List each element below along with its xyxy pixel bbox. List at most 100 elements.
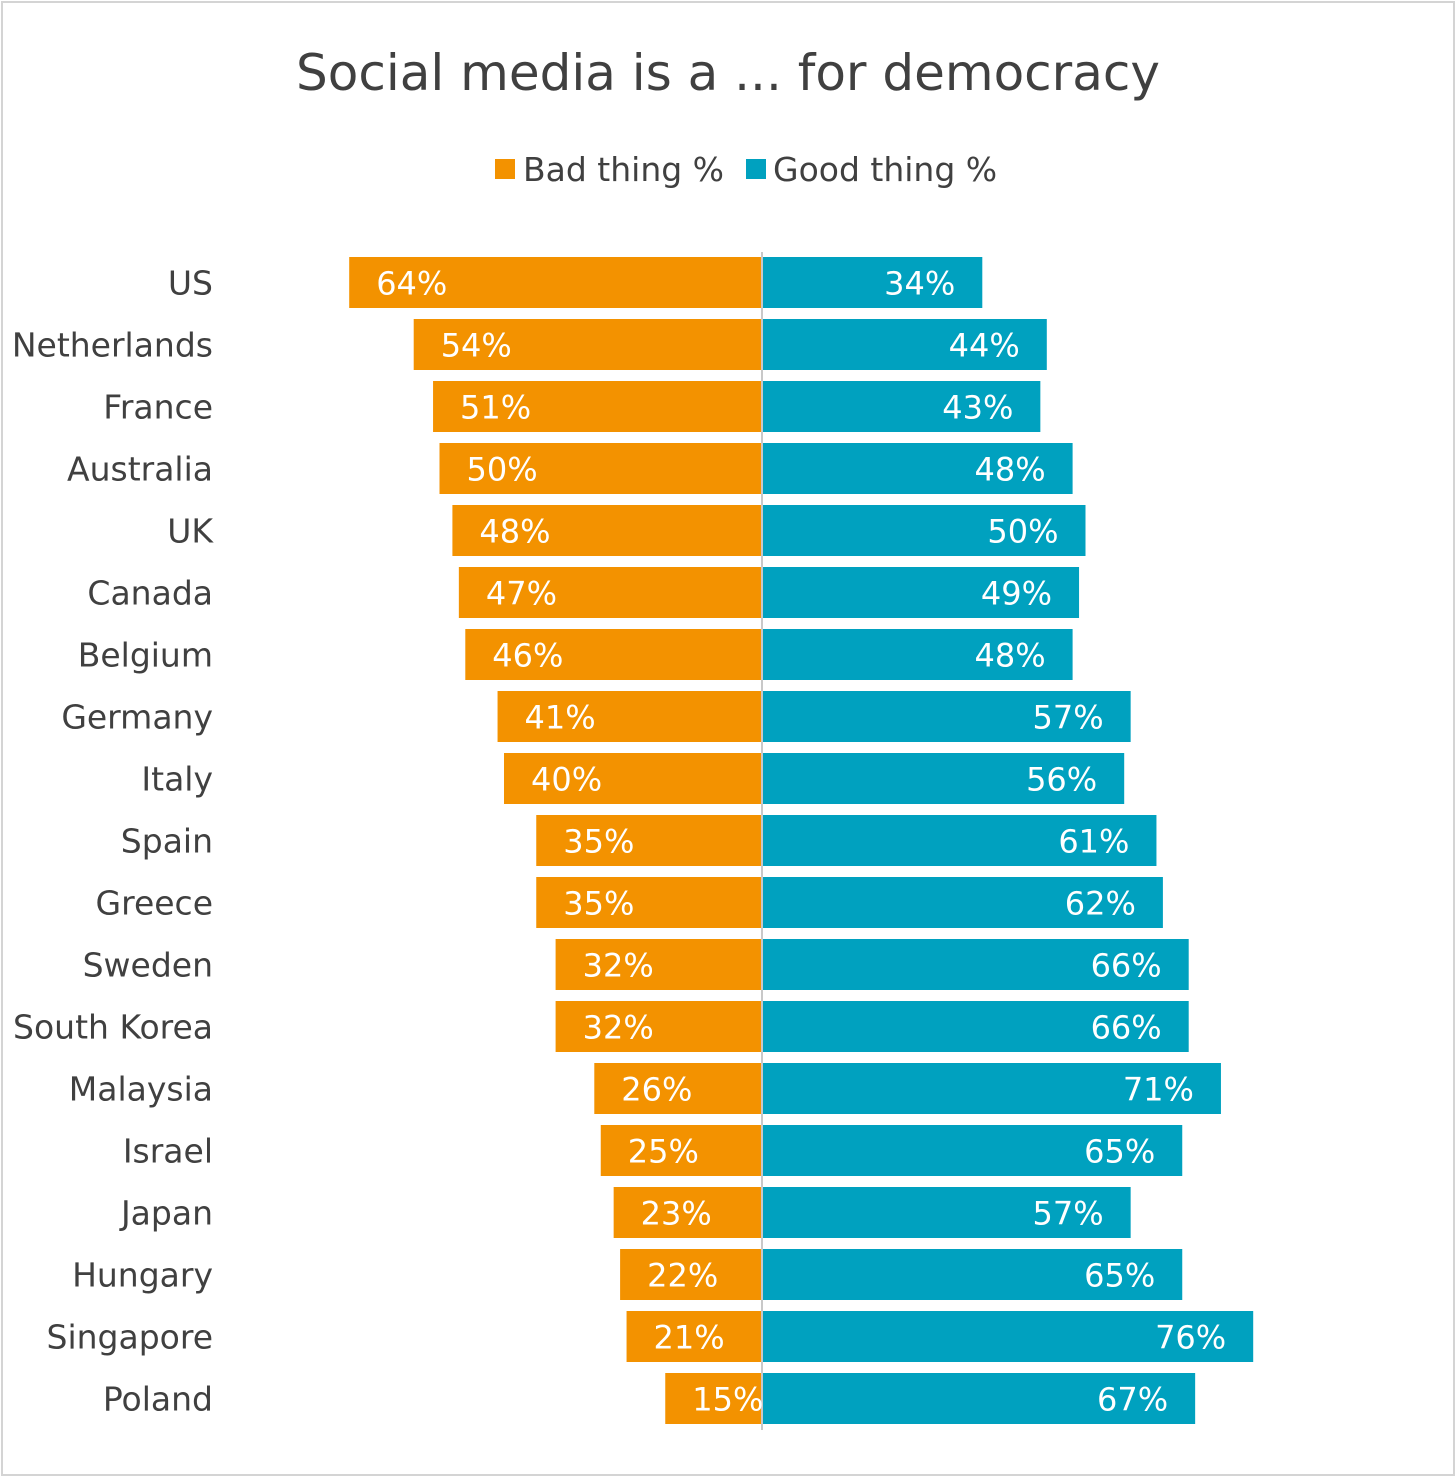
bar-good-poland — [763, 1373, 1196, 1424]
category-label-italy: Italy — [141, 760, 213, 799]
value-label-good-south-korea: 66% — [1091, 1009, 1162, 1047]
bar-good-greece — [763, 877, 1163, 928]
value-label-good-belgium: 48% — [974, 637, 1045, 675]
bar-bad-israel — [600, 1125, 762, 1176]
category-label-france: France — [103, 388, 213, 427]
bar-bad-italy — [504, 753, 762, 804]
value-label-good-canada: 49% — [981, 575, 1052, 613]
value-label-bad-japan: 23% — [641, 1195, 712, 1233]
bad-thing-bars — [349, 257, 762, 1424]
value-label-good-italy: 56% — [1026, 761, 1097, 799]
legend-swatch-good-thing — [746, 159, 766, 179]
category-label-australia: Australia — [67, 450, 213, 489]
value-label-bad-netherlands: 54% — [441, 327, 512, 365]
chart-title: Social media is a ... for democracy — [296, 44, 1160, 102]
bar-good-malaysia — [763, 1063, 1221, 1114]
bar-good-netherlands — [763, 319, 1047, 370]
category-label-greece: Greece — [96, 884, 213, 923]
bar-bad-spain — [536, 815, 762, 866]
category-label-poland: Poland — [103, 1380, 213, 1419]
value-label-bad-poland: 15% — [692, 1381, 763, 1419]
value-label-bad-israel: 25% — [628, 1133, 699, 1171]
bar-bad-hungary — [620, 1249, 762, 1300]
value-label-bad-us: 64% — [376, 265, 447, 303]
value-label-bad-france: 51% — [460, 389, 531, 427]
bar-bad-germany — [497, 691, 762, 742]
value-label-good-australia: 48% — [974, 451, 1045, 489]
value-label-bad-spain: 35% — [563, 823, 634, 861]
legend-label-good-thing: Good thing % — [773, 150, 997, 189]
value-label-good-netherlands: 44% — [949, 327, 1020, 365]
legend-label-bad-thing: Bad thing % — [523, 150, 724, 189]
bar-good-south-korea — [763, 1001, 1189, 1052]
bar-good-singapore — [763, 1311, 1254, 1362]
bar-good-belgium — [763, 629, 1073, 680]
bar-good-italy — [763, 753, 1125, 804]
bar-bad-belgium — [465, 629, 762, 680]
legend-swatch-bad-thing — [495, 159, 515, 179]
value-label-good-malaysia: 71% — [1123, 1071, 1194, 1109]
value-label-bad-germany: 41% — [525, 699, 596, 737]
category-label-canada: Canada — [87, 574, 213, 613]
value-label-good-poland: 67% — [1097, 1381, 1168, 1419]
bar-bad-netherlands — [413, 319, 762, 370]
bar-good-israel — [763, 1125, 1183, 1176]
category-label-spain: Spain — [121, 822, 213, 861]
category-label-malaysia: Malaysia — [69, 1070, 213, 1109]
value-label-good-sweden: 66% — [1091, 947, 1162, 985]
category-label-israel: Israel — [123, 1132, 213, 1171]
value-label-bad-hungary: 22% — [647, 1257, 718, 1295]
value-label-bad-australia: 50% — [467, 451, 538, 489]
bar-good-hungary — [763, 1249, 1183, 1300]
category-label-uk: UK — [167, 512, 214, 551]
bar-bad-uk — [452, 505, 762, 556]
bar-bad-australia — [439, 443, 762, 494]
bar-bad-poland — [665, 1373, 762, 1424]
category-label-singapore: Singapore — [47, 1318, 213, 1357]
category-labels: US Netherlands France Australia UK Canada Belg… — [12, 264, 215, 1419]
value-labels: 64% 34% 54% 44% 51% 43% 50% 48% 48% 50% 47% 49% 46% 4… — [376, 265, 1226, 1419]
category-label-hungary: Hungary — [72, 1256, 213, 1295]
value-label-bad-italy: 40% — [531, 761, 602, 799]
category-label-belgium: Belgium — [78, 636, 213, 675]
value-label-bad-greece: 35% — [563, 885, 634, 923]
value-label-bad-south-korea: 32% — [583, 1009, 654, 1047]
value-label-good-germany: 57% — [1033, 699, 1104, 737]
bar-good-uk — [763, 505, 1086, 556]
bar-bad-france — [433, 381, 762, 432]
value-label-good-uk: 50% — [987, 513, 1058, 551]
value-label-good-greece: 62% — [1065, 885, 1136, 923]
bar-bad-south-korea — [555, 1001, 762, 1052]
value-label-good-israel: 65% — [1084, 1133, 1155, 1171]
value-label-good-japan: 57% — [1033, 1195, 1104, 1233]
category-label-sweden: Sweden — [83, 946, 213, 985]
bar-bad-japan — [613, 1187, 762, 1238]
bar-good-spain — [763, 815, 1157, 866]
category-label-germany: Germany — [61, 698, 213, 737]
value-label-bad-belgium: 46% — [492, 637, 563, 675]
bar-good-germany — [763, 691, 1131, 742]
bar-good-canada — [763, 567, 1080, 618]
bar-bad-us — [349, 257, 762, 308]
value-label-good-hungary: 65% — [1084, 1257, 1155, 1295]
bar-good-france — [763, 381, 1041, 432]
value-label-good-spain: 61% — [1058, 823, 1129, 861]
bar-good-japan — [763, 1187, 1131, 1238]
bar-bad-malaysia — [594, 1063, 762, 1114]
category-label-japan: Japan — [119, 1194, 213, 1233]
bar-bad-sweden — [555, 939, 762, 990]
bar-bad-canada — [458, 567, 762, 618]
value-label-good-singapore: 76% — [1155, 1319, 1226, 1357]
value-label-bad-sweden: 32% — [583, 947, 654, 985]
good-thing-bars — [763, 257, 1254, 1424]
bar-good-australia — [763, 443, 1073, 494]
bar-good-sweden — [763, 939, 1189, 990]
category-label-south-korea: South Korea — [13, 1008, 213, 1047]
value-label-bad-canada: 47% — [486, 575, 557, 613]
category-label-netherlands: Netherlands — [12, 326, 213, 365]
bar-bad-greece — [536, 877, 762, 928]
value-label-bad-malaysia: 26% — [621, 1071, 692, 1109]
value-label-good-us: 34% — [884, 265, 955, 303]
bar-bad-singapore — [626, 1311, 762, 1362]
